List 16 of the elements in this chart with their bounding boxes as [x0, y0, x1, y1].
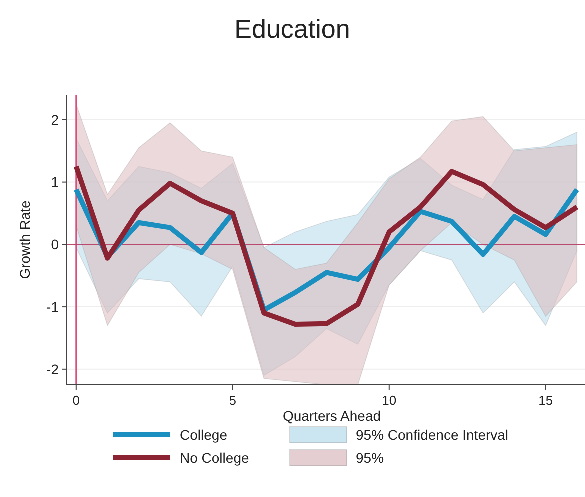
text: 95% Confidence Interval: [356, 426, 509, 443]
x-tick-label: 5: [229, 393, 236, 408]
x-tick-label: 0: [72, 393, 80, 408]
legend-label: College: [180, 426, 228, 443]
text: 95%: [356, 450, 384, 466]
y-tick-label: 2: [51, 112, 60, 128]
x-tick-label: 15: [538, 393, 554, 408]
y-tick-label: 1: [51, 174, 60, 190]
y-tick-label: 0: [51, 236, 60, 253]
y-tick-label: -1: [46, 298, 60, 315]
legend-label: No College: [180, 450, 250, 466]
x-tick-label: 10: [382, 393, 397, 408]
y-tick-label: -2: [46, 361, 60, 378]
y-axis-title: Growth Rate: [17, 200, 33, 280]
x-axis-title: Quarters Ahead: [282, 408, 382, 424]
chart-title: Education: [234, 14, 350, 44]
